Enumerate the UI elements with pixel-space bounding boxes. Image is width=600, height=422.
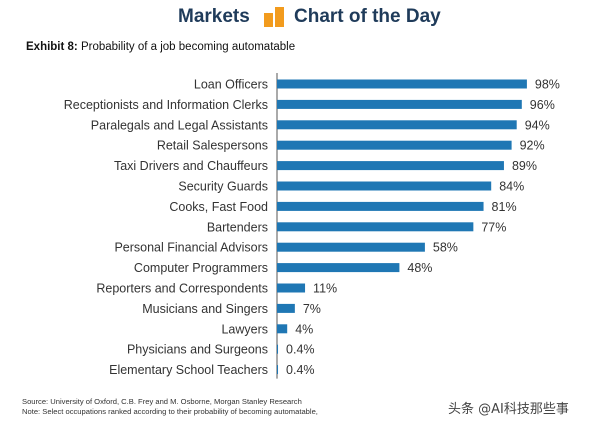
source-note: Source: University of Oxford, C.B. Frey … [22, 397, 302, 406]
category-label: Loan Officers [194, 78, 268, 92]
bar [277, 324, 288, 334]
category-label: Physicians and Surgeons [127, 343, 268, 357]
category-label: Receptionists and Information Clerks [64, 98, 268, 112]
bar [277, 365, 279, 375]
value-label: 7% [303, 302, 321, 316]
exhibit-label: Exhibit 8: [26, 41, 78, 53]
category-label: Elementary School Teachers [109, 363, 268, 377]
category-label: Retail Salespersons [157, 139, 268, 153]
bar [277, 344, 279, 354]
footnote: Note: Select occupations ranked accordin… [22, 406, 318, 416]
value-label: 98% [535, 78, 560, 92]
bar [277, 283, 306, 293]
value-label: 84% [499, 180, 524, 194]
bar [277, 79, 527, 89]
chart-logo-icon [264, 7, 284, 27]
category-label: Personal Financial Advisors [114, 241, 268, 255]
bar [277, 242, 425, 252]
category-label: Security Guards [178, 180, 268, 194]
watermark: 头条 @AI科技那些事 [448, 402, 569, 417]
category-label: Taxi Drivers and Chauffeurs [114, 159, 268, 173]
category-label: Reporters and Correspondents [96, 282, 268, 296]
bar [277, 181, 492, 191]
value-label: 0.4% [286, 363, 315, 377]
bar [277, 222, 474, 232]
bar [277, 263, 400, 273]
value-label: 58% [433, 241, 458, 255]
bar [277, 201, 484, 211]
value-label: 4% [295, 322, 313, 336]
value-label: 77% [481, 220, 506, 234]
header-markets: Markets [178, 6, 250, 27]
notes: Source: University of Oxford, C.B. Frey … [22, 397, 318, 416]
category-label: Lawyers [221, 322, 268, 336]
header-chart-of-the-day: Chart of the Day [294, 6, 441, 27]
value-label: 11% [313, 282, 337, 296]
header: Markets Chart of the Day [0, 0, 600, 34]
exhibit-text: Probability of a job becoming automatabl… [80, 41, 296, 53]
bar [277, 120, 517, 130]
bar [277, 99, 522, 109]
value-label: 92% [520, 139, 545, 153]
bar [277, 161, 504, 171]
category-label: Cooks, Fast Food [169, 200, 268, 214]
value-label: 94% [525, 118, 550, 132]
exhibit-title: Exhibit 8: Probability of a job becoming… [26, 41, 295, 53]
category-label: Computer Programmers [134, 261, 268, 275]
value-label: 48% [407, 261, 432, 275]
category-label: Bartenders [207, 220, 268, 234]
value-label: 96% [530, 98, 555, 112]
bar [277, 140, 512, 150]
value-label: 81% [492, 200, 517, 214]
value-label: 89% [512, 159, 537, 173]
category-label: Musicians and Singers [142, 302, 268, 316]
bar-chart: Loan Officers 98% Receptionists and Inform… [64, 73, 560, 379]
category-label: Paralegals and Legal Assistants [91, 118, 268, 132]
value-label: 0.4% [286, 343, 315, 357]
bar [277, 303, 295, 313]
